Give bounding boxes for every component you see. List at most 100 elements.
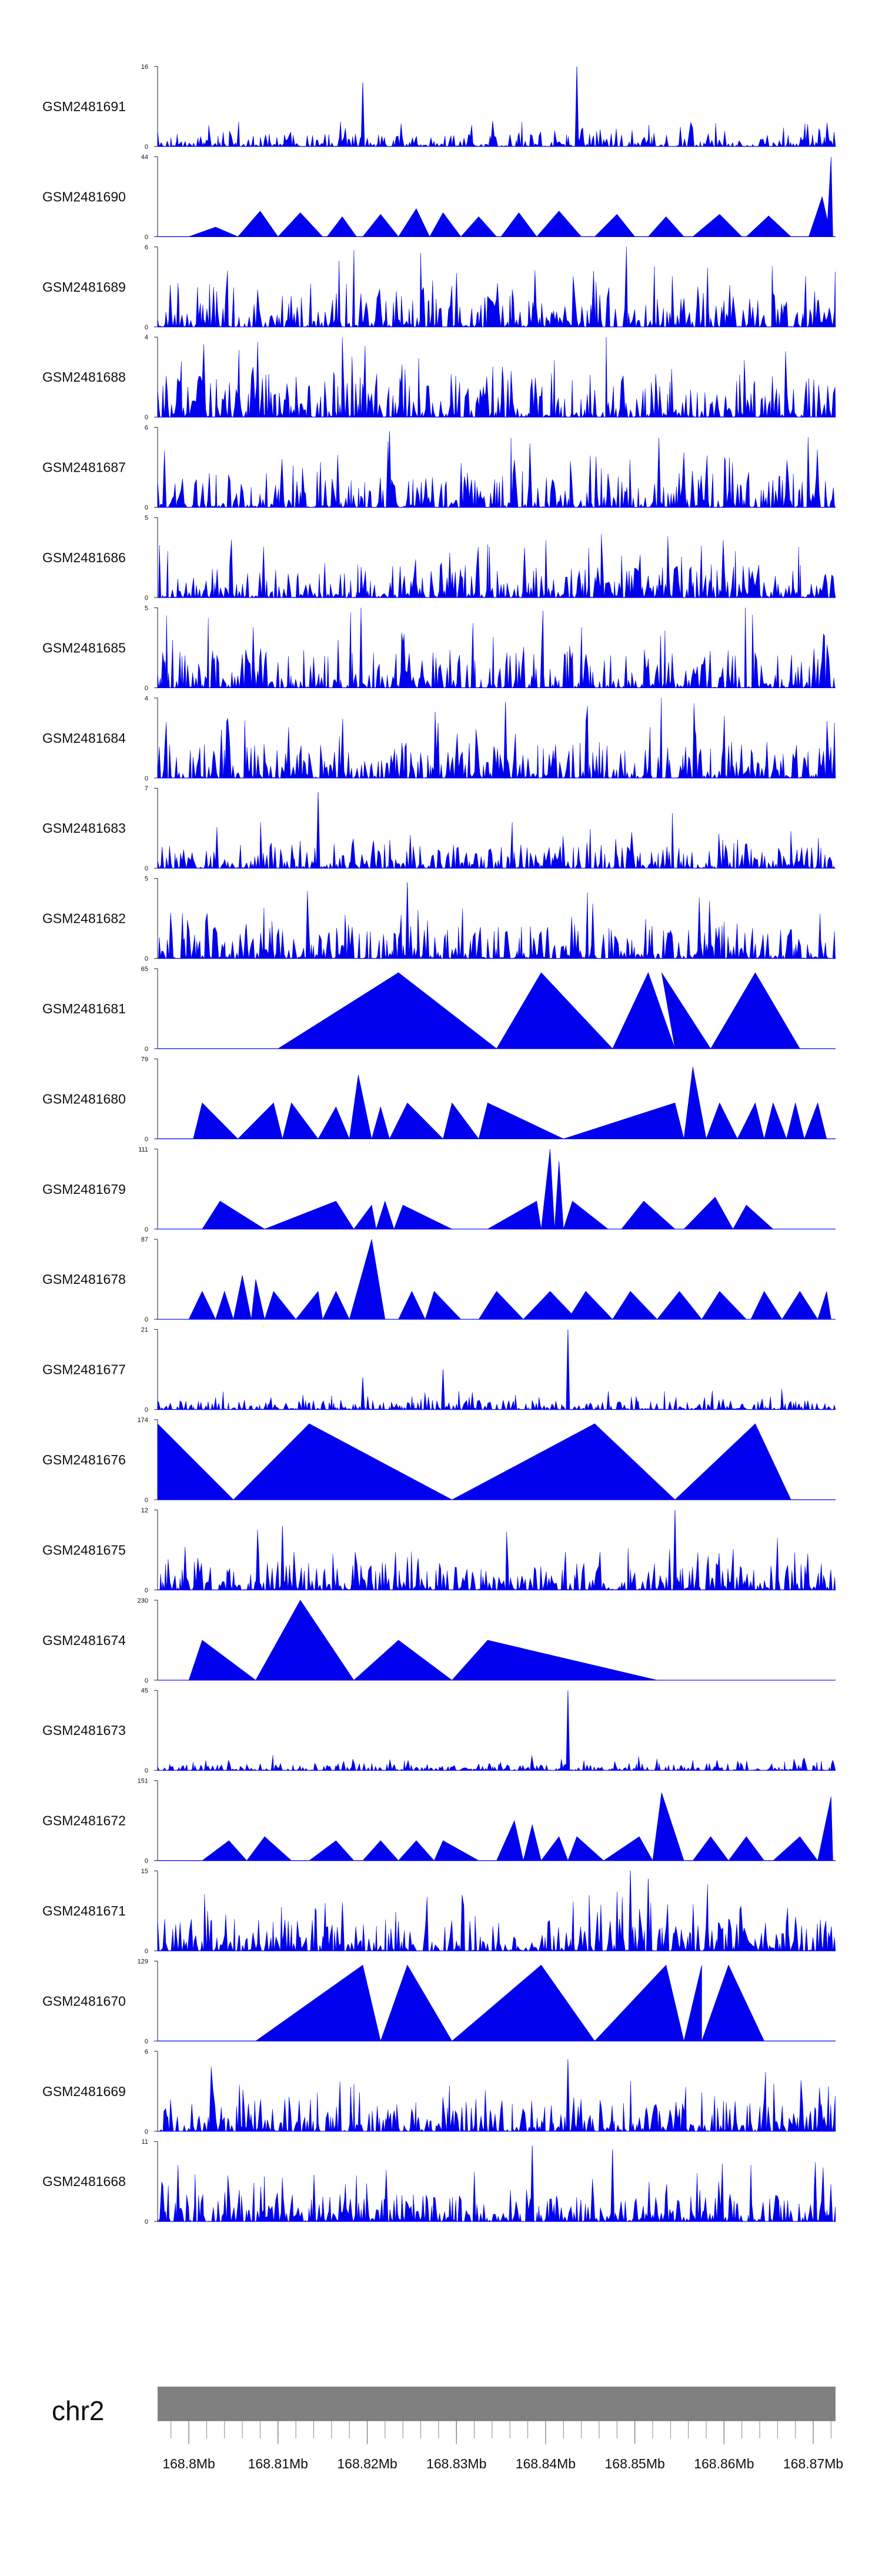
chromosome-bar <box>158 2387 836 2421</box>
coverage-peak <box>554 1161 564 1230</box>
track-GSM2481669: GSM2481669 6 0 <box>42 2048 836 2135</box>
y-axis-zero-label: 0 <box>145 865 148 872</box>
coverage-area <box>157 121 836 147</box>
track-label: GSM2481668 <box>42 2174 126 2189</box>
coverage-peak <box>282 1102 319 1139</box>
y-axis-max-label: 6 <box>145 2048 148 2056</box>
y-axis-zero-label: 0 <box>145 2218 148 2225</box>
x-tick-label: 168.86Mb <box>694 2456 754 2471</box>
coverage-peak <box>398 208 430 237</box>
coverage-peak <box>701 1964 765 2041</box>
coverage-spike <box>360 1377 365 1410</box>
coverage-spike <box>628 1870 633 1951</box>
coverage-peak <box>157 1423 234 1500</box>
track-GSM2481674: GSM2481674 230 0 <box>42 1597 836 1684</box>
y-axis-max-label: 21 <box>141 1327 148 1334</box>
coverage-spike <box>316 792 320 869</box>
x-tick-label: 168.82Mb <box>337 2456 397 2471</box>
coverage-peak <box>397 1840 435 1861</box>
coverage-peak <box>237 211 279 237</box>
coverage-area <box>157 608 836 689</box>
coverage-peak <box>773 1836 818 1861</box>
coverage-area <box>157 246 836 328</box>
coverage-spike <box>441 1369 445 1410</box>
coverage-peak <box>563 1200 609 1230</box>
coverage-peak <box>817 1796 833 1861</box>
coverage-peak <box>264 1290 296 1320</box>
coverage-spike <box>566 2059 570 2132</box>
coverage-peak <box>393 1204 452 1230</box>
coverage-peak <box>349 1075 372 1139</box>
coverage-peak <box>460 216 497 237</box>
y-axis-zero-label: 0 <box>145 144 148 151</box>
coverage-peak <box>215 1290 234 1320</box>
coverage-area <box>157 534 836 598</box>
y-axis-max-label: 4 <box>145 334 148 341</box>
coverage-spike <box>280 1526 285 1590</box>
coverage-peak <box>188 226 238 237</box>
track-GSM2481677: GSM2481677 21 0 <box>42 1327 836 1414</box>
coverage-peak <box>353 1204 377 1230</box>
coverage-peak <box>692 213 743 237</box>
coverage-peak <box>478 1102 564 1139</box>
coverage-peak <box>612 1291 658 1320</box>
coverage-peak <box>237 1102 283 1139</box>
chromosome-axis: chr2 168.8Mb 168.81Mb 168.82Mb 168.83Mb 168.… <box>52 2387 843 2471</box>
coverage-peak <box>733 1204 774 1230</box>
y-axis-zero-label: 0 <box>145 2128 148 2135</box>
coverage-peak <box>701 1291 747 1320</box>
track-GSM2481682: GSM2481682 5 0 <box>42 876 836 963</box>
coverage-peak <box>594 1964 684 2041</box>
track-label: GSM2481686 <box>42 550 126 565</box>
coverage-spike <box>566 1329 570 1410</box>
genome-axis-ticks: 168.8Mb 168.81Mb 168.82Mb 168.83Mb 168.84Mb 1… <box>158 2420 843 2471</box>
track-label: GSM2481675 <box>42 1542 126 1557</box>
coverage-peak <box>202 1200 266 1230</box>
y-axis-max-label: 79 <box>141 1056 148 1063</box>
coverage-peak <box>786 1103 805 1139</box>
coverage-peak <box>255 1964 381 2041</box>
coverage-area <box>157 2067 836 2132</box>
x-tick-label: 168.84Mb <box>516 2456 576 2471</box>
coverage-peak <box>496 1820 524 1861</box>
coverage-peak <box>362 1840 399 1861</box>
coverage-peak <box>451 1640 657 1681</box>
track-GSM2481685: GSM2481685 5 0 <box>42 605 836 692</box>
coverage-spike <box>646 1878 650 1951</box>
y-axis-max-label: 5 <box>145 515 148 522</box>
data-tracks: GSM2481691160GSM2481690440GSM248168960GS… <box>42 64 836 2225</box>
y-axis-zero-label: 0 <box>145 1948 148 1955</box>
y-axis-max-label: 65 <box>141 966 148 973</box>
track-label: GSM2481678 <box>42 1272 126 1287</box>
coverage-peak <box>750 1290 783 1320</box>
y-axis-zero-label: 0 <box>145 505 148 512</box>
y-axis-max-label: 6 <box>145 425 148 432</box>
y-axis-max-label: 12 <box>141 1507 148 1514</box>
y-axis-zero-label: 0 <box>145 1587 148 1594</box>
track-GSM2481678: GSM2481678 87 0 <box>42 1236 836 1323</box>
coverage-peak <box>322 1290 350 1320</box>
coverage-area <box>157 436 836 508</box>
coverage-spike <box>574 66 579 147</box>
coverage-peak <box>804 1102 827 1139</box>
coverage-peak <box>429 212 462 237</box>
coverage-peak <box>764 1102 787 1139</box>
y-axis-max-label: 5 <box>145 605 148 612</box>
track-label: GSM2481674 <box>42 1633 126 1648</box>
coverage-peak <box>567 1836 604 1861</box>
y-axis-max-label: 174 <box>138 1417 148 1424</box>
coverage-peak <box>523 1291 577 1320</box>
track-label: GSM2481685 <box>42 640 126 655</box>
coverage-peak <box>647 216 684 237</box>
x-tick-label: 168.81Mb <box>248 2456 308 2471</box>
coverage-peak <box>692 1836 729 1861</box>
coverage-peak <box>746 215 791 237</box>
coverage-peak <box>496 972 613 1049</box>
coverage-peak <box>563 1102 684 1139</box>
y-axis-zero-label: 0 <box>145 775 148 782</box>
coverage-peak <box>500 212 537 237</box>
coverage-peak <box>652 1792 684 1861</box>
track-label: GSM2481682 <box>42 911 126 926</box>
y-axis-max-label: 230 <box>138 1597 148 1604</box>
x-tick-label: 168.83Mb <box>426 2456 486 2471</box>
